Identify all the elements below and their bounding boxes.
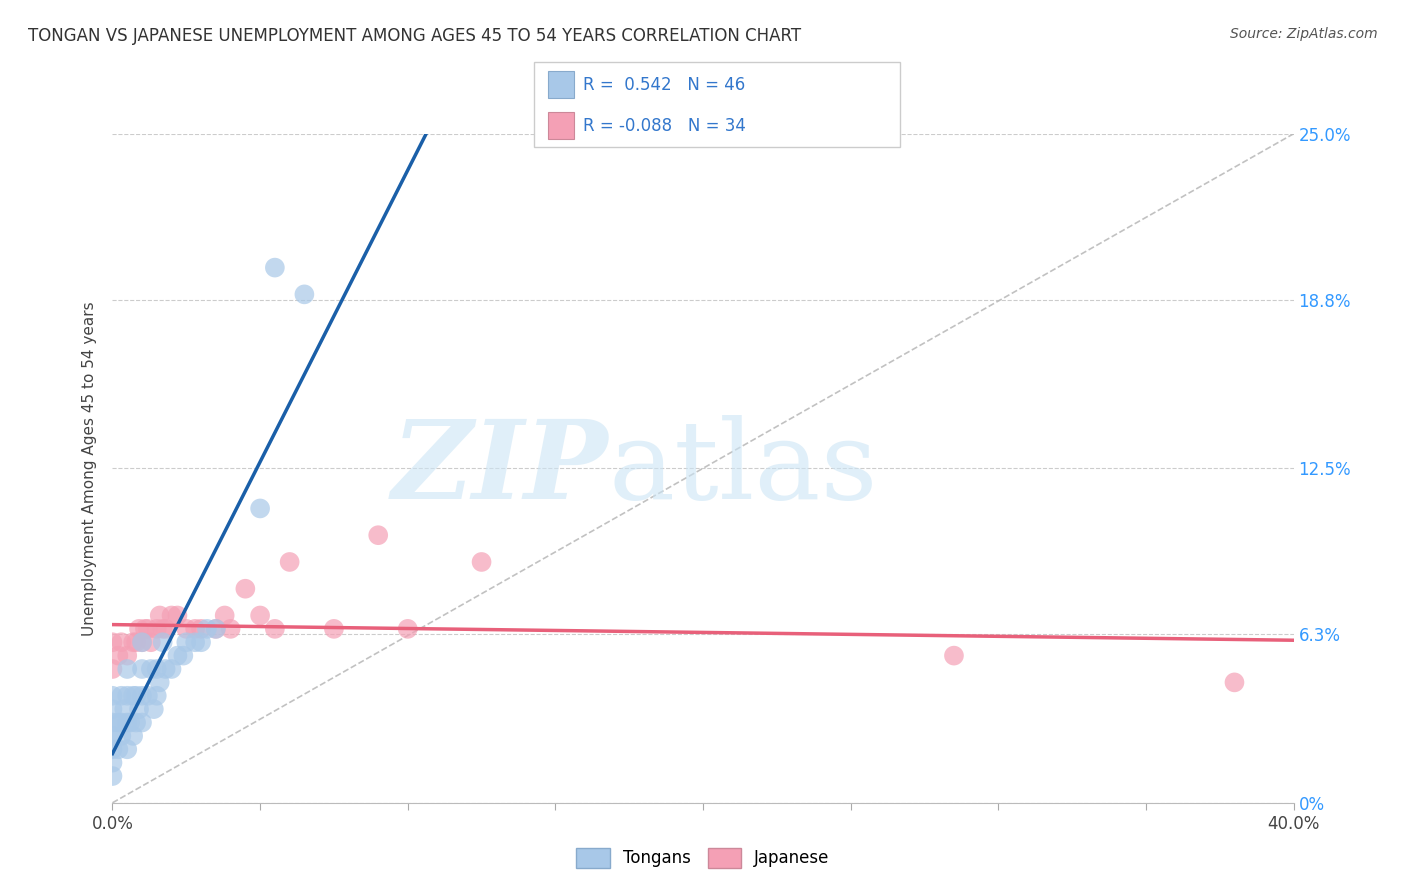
Point <box>219 622 242 636</box>
Point <box>131 635 153 649</box>
Point <box>107 648 129 663</box>
Point <box>233 582 256 596</box>
Point <box>101 635 124 649</box>
Text: R = -0.088   N = 34: R = -0.088 N = 34 <box>583 117 747 135</box>
Point <box>120 715 142 730</box>
Point <box>117 648 138 663</box>
Point <box>101 769 124 783</box>
Point <box>942 648 965 663</box>
Point <box>128 702 150 716</box>
Point <box>110 635 132 649</box>
Text: atlas: atlas <box>609 415 879 522</box>
Point <box>323 622 346 636</box>
Point <box>142 702 165 716</box>
Point <box>249 501 271 516</box>
Point <box>128 622 150 636</box>
Point <box>367 528 389 542</box>
Point <box>131 689 153 703</box>
Point <box>117 715 138 730</box>
Text: TONGAN VS JAPANESE UNEMPLOYMENT AMONG AGES 45 TO 54 YEARS CORRELATION CHART: TONGAN VS JAPANESE UNEMPLOYMENT AMONG AG… <box>28 27 801 45</box>
Point <box>117 689 138 703</box>
Point <box>172 648 194 663</box>
Point <box>160 608 183 623</box>
Point <box>146 662 169 676</box>
Point <box>205 622 228 636</box>
Point <box>117 662 138 676</box>
Point <box>101 715 124 730</box>
Point <box>122 689 145 703</box>
Point <box>110 729 132 743</box>
Point <box>184 635 207 649</box>
Text: Source: ZipAtlas.com: Source: ZipAtlas.com <box>1230 27 1378 41</box>
Point <box>152 635 174 649</box>
Point <box>107 715 129 730</box>
Point <box>139 662 162 676</box>
Point <box>139 635 162 649</box>
Point <box>190 622 212 636</box>
Point <box>110 715 132 730</box>
Point <box>205 622 228 636</box>
Point <box>174 635 197 649</box>
Legend: Tongans, Japanese: Tongans, Japanese <box>569 841 837 875</box>
Point <box>101 689 124 703</box>
Point <box>136 622 159 636</box>
Point <box>112 702 135 716</box>
Point <box>470 555 494 569</box>
Point <box>146 622 169 636</box>
Point <box>190 635 212 649</box>
Point <box>101 702 124 716</box>
Point <box>125 635 148 649</box>
Point <box>249 608 271 623</box>
Point <box>166 608 188 623</box>
Point <box>264 260 287 275</box>
Point <box>149 675 172 690</box>
Point <box>107 742 129 756</box>
Y-axis label: Unemployment Among Ages 45 to 54 years: Unemployment Among Ages 45 to 54 years <box>82 301 97 636</box>
Point <box>155 622 177 636</box>
Point <box>122 729 145 743</box>
Point <box>278 555 301 569</box>
Point <box>155 662 177 676</box>
Point <box>146 689 169 703</box>
Point <box>125 689 148 703</box>
Point <box>174 622 197 636</box>
Point <box>136 689 159 703</box>
Point <box>292 287 315 301</box>
Point <box>131 662 153 676</box>
Point <box>396 622 419 636</box>
Point <box>101 742 124 756</box>
Point <box>125 715 148 730</box>
Point <box>195 622 218 636</box>
Point <box>160 662 183 676</box>
Point <box>131 635 153 649</box>
Point <box>184 622 207 636</box>
Point <box>131 715 153 730</box>
Point <box>110 689 132 703</box>
Point <box>1223 675 1246 690</box>
Point <box>166 648 188 663</box>
Text: R =  0.542   N = 46: R = 0.542 N = 46 <box>583 77 745 95</box>
Point <box>117 742 138 756</box>
Point <box>264 622 287 636</box>
Point <box>134 622 156 636</box>
Point <box>214 608 236 623</box>
Point <box>101 756 124 770</box>
Text: ZIP: ZIP <box>392 415 609 522</box>
Point <box>152 622 174 636</box>
Point <box>101 662 124 676</box>
Point <box>122 635 145 649</box>
Point <box>149 608 172 623</box>
Point <box>101 729 124 743</box>
